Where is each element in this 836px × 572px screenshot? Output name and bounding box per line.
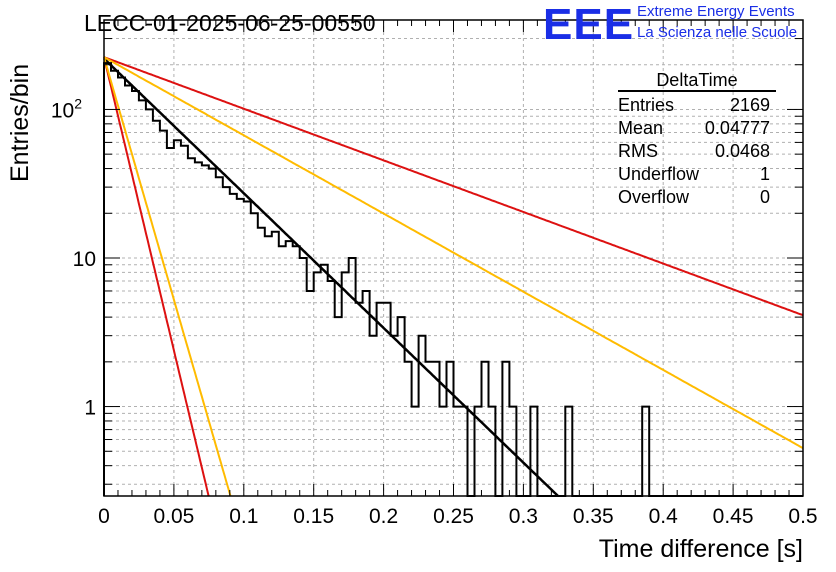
x-tick-label: 0.35 — [573, 505, 614, 528]
stats-title: DeltaTime — [618, 70, 776, 92]
stats-value: 0.04777 — [704, 118, 770, 138]
stats-value: 2169 — [729, 95, 770, 115]
y-axis-label: Entries/bin — [6, 63, 34, 182]
x-tick-label: 0.5 — [788, 505, 817, 528]
y-tick-exponent: 2 — [74, 95, 82, 111]
stats-label: Overflow — [618, 187, 690, 207]
x-tick-label: 0.05 — [153, 505, 194, 528]
x-tick-label: 0.3 — [509, 505, 538, 528]
x-tick-label: 0.25 — [433, 505, 474, 528]
stats-value: 0 — [759, 187, 770, 207]
fit-curve — [103, 56, 232, 497]
axis-ticks: 0 0.05 0.1 0.15 0.2 0.25 0.3 0.35 0.4 0.45 0.51101… — [51, 19, 818, 528]
fit-curve — [103, 56, 804, 317]
x-tick-label: 0.15 — [293, 505, 334, 528]
fit-curve — [103, 56, 804, 449]
fit-curves — [103, 56, 804, 497]
chart-title: LECC-01-2025-06-25-00550 — [84, 10, 376, 36]
x-tick-label: 0 — [98, 505, 110, 528]
y-tick-label: 10 — [73, 248, 96, 271]
fit-curve — [103, 57, 559, 497]
stats-row: Mean 0.04777 — [612, 117, 782, 140]
x-tick-label: 0.45 — [713, 505, 754, 528]
stats-label: Entries — [618, 95, 675, 115]
x-axis-label: Time difference [s] — [598, 535, 803, 563]
stats-value: 0.0468 — [714, 141, 770, 161]
x-tick-label: 0.4 — [649, 505, 679, 528]
stats-box: DeltaTime Entries 2169 Mean 0.04777 RMS 0.0… — [612, 70, 782, 209]
logo-line-1: Extreme Energy Events — [637, 3, 795, 20]
stats-row: Entries 2169 — [612, 94, 782, 117]
stats-row: Underflow 1 — [612, 163, 782, 186]
y-tick-label: 1 — [84, 397, 96, 420]
eee-logo: EEE — [543, 0, 635, 49]
stats-row: RMS 0.0468 — [612, 140, 782, 163]
stats-label: Mean — [618, 118, 664, 138]
stats-label: Underflow — [618, 164, 700, 184]
stats-row: Overflow 0 — [612, 186, 782, 209]
x-tick-label: 0.2 — [369, 505, 398, 528]
fit-curve — [103, 56, 210, 497]
x-tick-label: 0.1 — [229, 505, 258, 528]
logo-line-2: La Scienza nelle Scuole — [637, 24, 798, 41]
stats-label: RMS — [618, 141, 658, 161]
y-tick-label: 102 — [51, 95, 82, 122]
stats-value: 1 — [759, 164, 770, 184]
